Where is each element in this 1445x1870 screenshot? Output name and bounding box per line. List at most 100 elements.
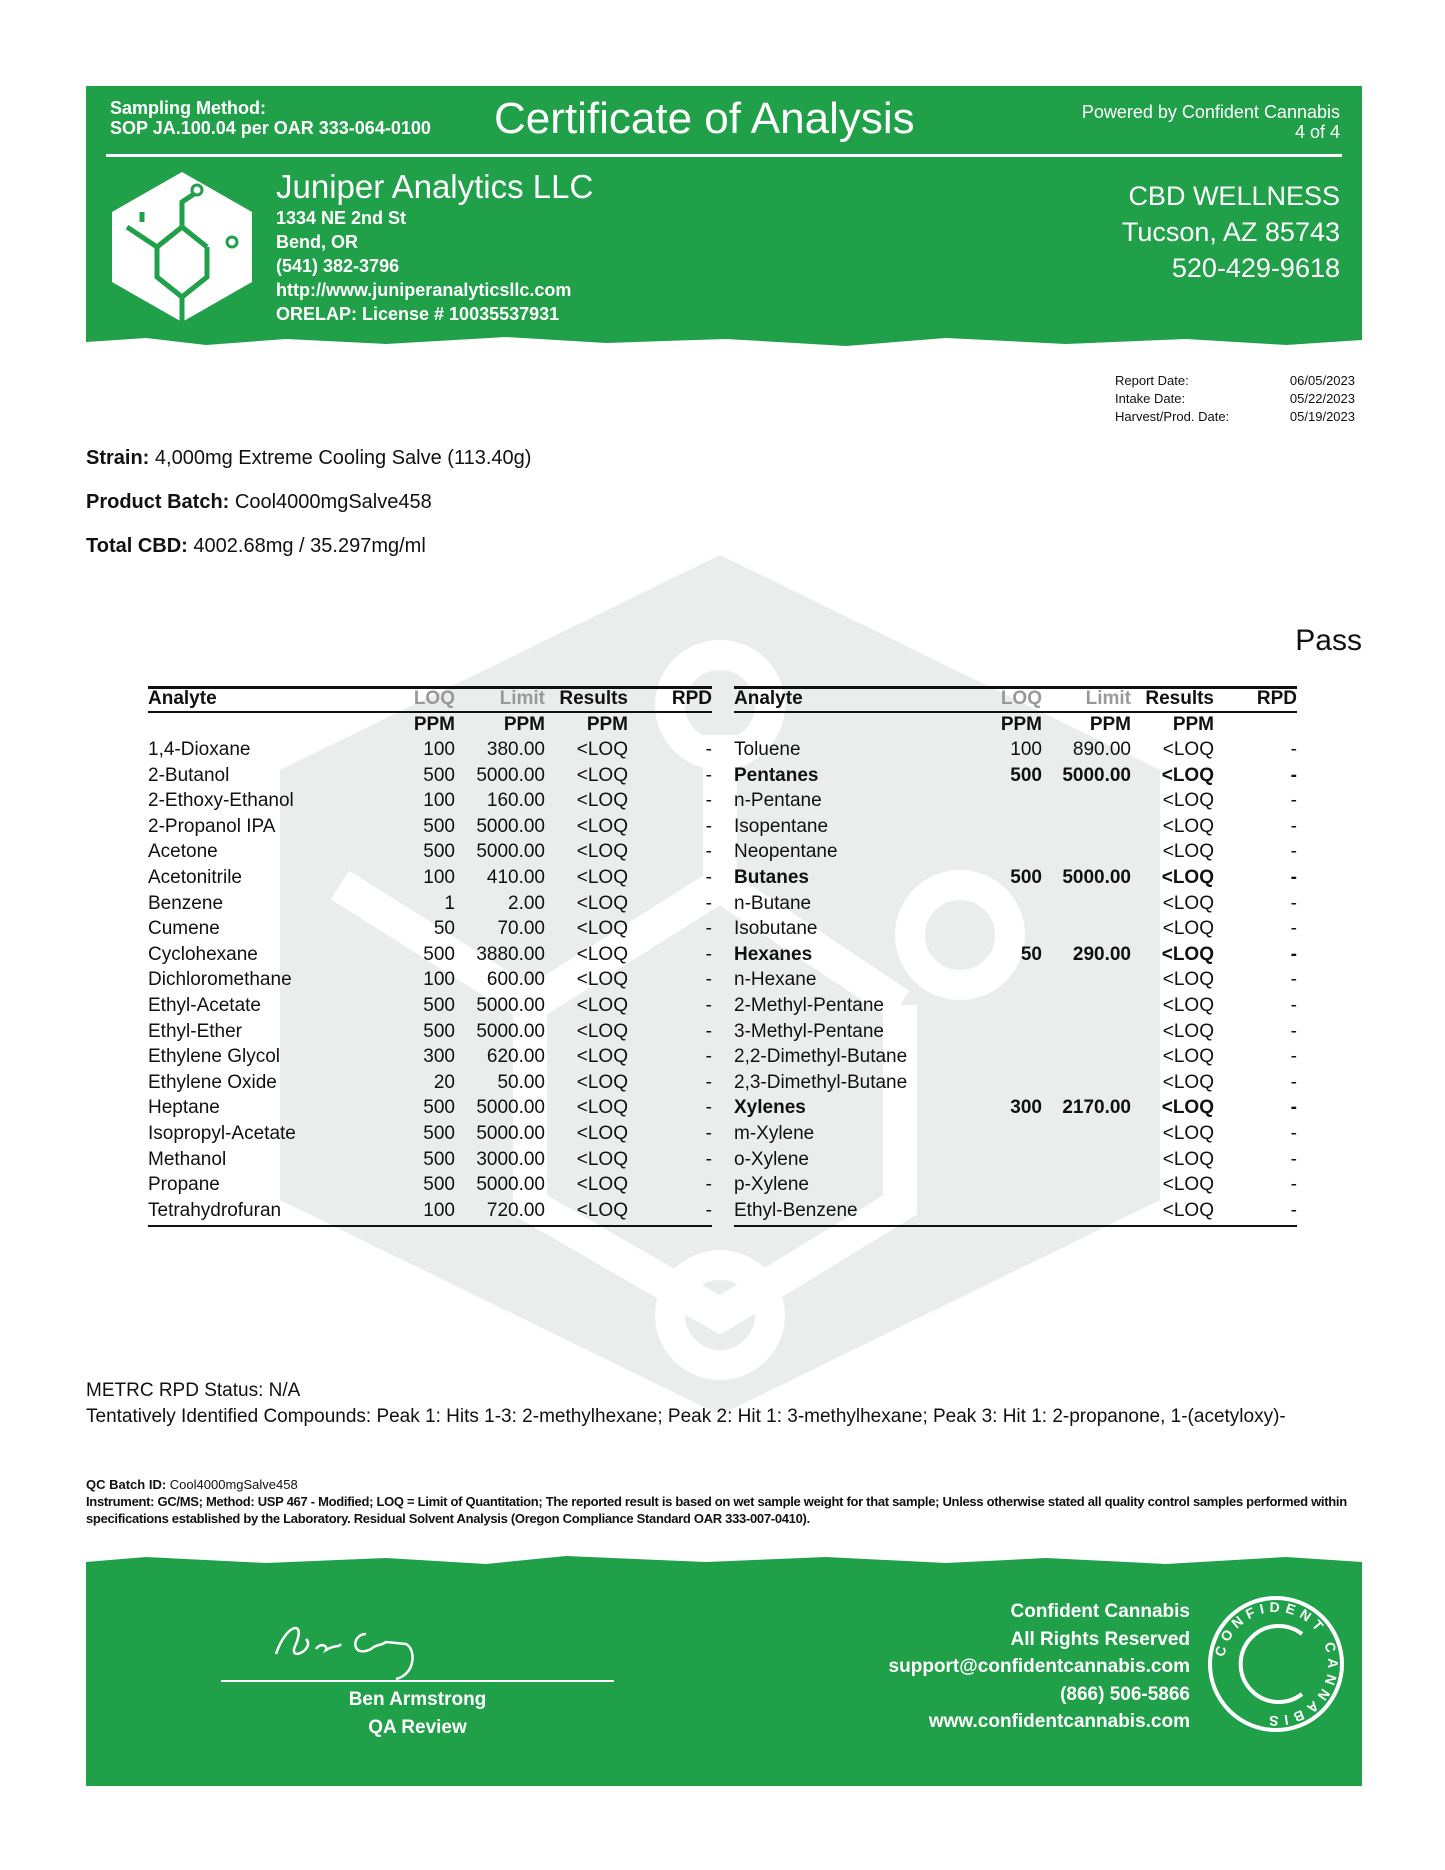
table-row: Pentanes 500 5000.00 <LOQ -: [734, 765, 1297, 790]
cell-loq: 50: [433, 918, 455, 940]
signer-role: QA Review: [368, 1717, 467, 1738]
table-row: Cumene 50 70.00 <LOQ -: [148, 918, 712, 943]
cell-loq: 500: [423, 1123, 455, 1144]
support-email[interactable]: support@confidentcannabis.com: [888, 1656, 1190, 1677]
header-limit: Limit: [499, 688, 545, 709]
cell-rpd: -: [1290, 969, 1297, 991]
table-row: Isopropyl-Acetate 500 5000.00 <LOQ -: [148, 1123, 712, 1148]
cell-rpd: -: [705, 943, 712, 965]
table-row: Ethyl-Ether 500 5000.00 <LOQ -: [148, 1021, 712, 1046]
support-phone: (866) 506-5866: [1060, 1683, 1190, 1705]
header-rule: [734, 711, 1297, 713]
cell-limit: 70.00: [497, 918, 545, 940]
powered-by-text: Powered by Confident Cannabis: [1081, 102, 1340, 122]
cell-rpd: -: [705, 764, 712, 786]
report-footer: Ben Armstrong QA Review Confident Cannab…: [86, 1554, 1362, 1786]
cell-analyte: p-Xylene: [734, 1174, 809, 1196]
solvent-table-right: Analyte LOQ Limit Results RPD PPM PPM PPM Toluen…: [734, 686, 1297, 1228]
cell-analyte: Neopentane: [734, 841, 838, 863]
lab-city: Bend, OR: [276, 232, 359, 252]
header-results: Results: [1145, 688, 1214, 709]
cell-analyte: m-Xylene: [734, 1123, 815, 1144]
table-row: Isobutane <LOQ -: [734, 918, 1297, 943]
cell-results: <LOQ: [1162, 1174, 1214, 1196]
date-row: Intake Date: 05/22/2023: [1115, 390, 1355, 408]
cell-results: <LOQ: [1162, 1123, 1214, 1144]
cell-analyte: Isobutane: [734, 918, 818, 940]
units-row: PPM PPM PPM: [734, 714, 1297, 739]
cell-limit: 600.00: [486, 969, 545, 991]
header-loq: LOQ: [1000, 688, 1042, 709]
cell-analyte: 2-Butanol: [148, 764, 230, 786]
cell-rpd: -: [705, 739, 712, 760]
cell-limit: 5000.00: [476, 764, 545, 786]
cell-loq: 500: [1010, 867, 1042, 888]
cell-analyte: Hexanes: [734, 943, 813, 965]
header-analyte: Analyte: [734, 688, 803, 709]
cell-results: <LOQ: [576, 815, 628, 837]
cell-analyte: n-Pentane: [734, 790, 822, 812]
cell-analyte: Dichloromethane: [148, 969, 292, 991]
unit-label: PPM: [503, 714, 545, 735]
cell-limit: 3880.00: [476, 943, 545, 965]
cell-analyte: 1,4-Dioxane: [148, 739, 251, 760]
page-title: Certificate of Analysis: [494, 94, 915, 143]
table-row: Neopentane <LOQ -: [734, 841, 1297, 866]
cell-results: <LOQ: [1162, 1020, 1214, 1042]
date-label: Intake Date:: [1115, 391, 1186, 406]
cell-results: <LOQ: [1162, 1071, 1214, 1093]
cell-results: <LOQ: [1162, 1046, 1214, 1068]
cell-rpd: -: [1290, 1123, 1297, 1144]
header-limit: Limit: [1085, 688, 1131, 709]
cell-analyte: Acetone: [148, 841, 218, 863]
date-label: Report Date:: [1115, 373, 1189, 388]
cell-limit: 890.00: [1072, 739, 1131, 760]
cell-limit: 5000.00: [1062, 867, 1131, 888]
cell-results: <LOQ: [1162, 969, 1214, 991]
cell-limit: 5000.00: [476, 1123, 545, 1144]
company-website[interactable]: www.confidentcannabis.com: [928, 1711, 1190, 1732]
cell-results: <LOQ: [1162, 790, 1214, 812]
table-row: Isopentane <LOQ -: [734, 816, 1297, 841]
table-row: Heptane 500 5000.00 <LOQ -: [148, 1097, 712, 1122]
cell-loq: 100: [423, 739, 455, 760]
cell-results: <LOQ: [576, 1148, 628, 1170]
cell-rpd: -: [1290, 790, 1297, 812]
cell-rpd: -: [705, 1046, 712, 1068]
cell-results: <LOQ: [576, 764, 628, 786]
cbd-label: Total CBD:: [86, 535, 188, 557]
cell-analyte: Tetrahydrofuran: [148, 1199, 282, 1221]
table-row: Ethyl-Acetate 500 5000.00 <LOQ -: [148, 995, 712, 1020]
cell-results: <LOQ: [576, 1046, 628, 1068]
lab-phone: (541) 382-3796: [276, 256, 400, 276]
table-row: Methanol 500 3000.00 <LOQ -: [148, 1149, 712, 1174]
cell-analyte: 2-Propanol IPA: [148, 815, 276, 837]
table-row: 2,3-Dimethyl-Butane <LOQ -: [734, 1072, 1297, 1097]
signer-info: Ben Armstrong QA Review: [221, 1686, 614, 1742]
cell-rpd: -: [1290, 764, 1297, 786]
cell-results: <LOQ: [1162, 918, 1214, 940]
unit-label: PPM: [1089, 714, 1131, 735]
cell-loq: 500: [423, 841, 455, 863]
cell-results: <LOQ: [1162, 841, 1214, 863]
date-value: 05/19/2023: [1289, 409, 1355, 424]
signature-line: [221, 1680, 614, 1682]
cell-results: <LOQ: [1162, 892, 1214, 914]
lab-website[interactable]: http://www.juniperanalyticsllc.com: [276, 280, 572, 300]
cell-rpd: -: [705, 841, 712, 863]
cell-limit: 50.00: [497, 1071, 545, 1093]
cell-rpd: -: [1290, 892, 1297, 914]
table-row: Ethylene Oxide 20 50.00 <LOQ -: [148, 1072, 712, 1097]
table-row: 2-Ethoxy-Ethanol 100 160.00 <LOQ -: [148, 790, 712, 815]
cell-loq: 100: [423, 1199, 455, 1221]
lab-license: ORELAP: License # 10035537931: [276, 304, 560, 324]
table-row: n-Butane <LOQ -: [734, 893, 1297, 918]
header-rule: [148, 711, 712, 713]
cell-results: <LOQ: [1161, 1097, 1214, 1119]
header-loq: LOQ: [413, 688, 455, 709]
client-phone: 520-429-9618: [1171, 253, 1340, 283]
cell-loq: 500: [423, 815, 455, 837]
table-row: Xylenes 300 2170.00 <LOQ -: [734, 1097, 1297, 1122]
cell-results: <LOQ: [576, 739, 628, 760]
header-rpd: RPD: [1256, 688, 1297, 709]
